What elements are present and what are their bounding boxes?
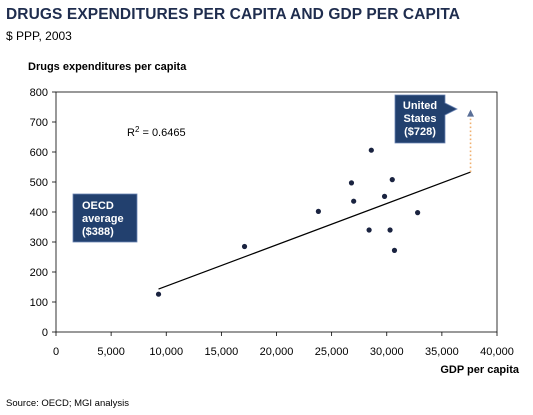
y-axis-label: Drugs expenditures per capita	[28, 61, 187, 73]
x-tick-label: 10,000	[149, 346, 183, 358]
x-axis-label: GDP per capita	[440, 364, 519, 376]
x-tick-label: 35,000	[425, 346, 459, 358]
us-callout-box	[394, 94, 458, 144]
y-tick-label: 100	[30, 297, 48, 309]
us-point-marker	[467, 109, 475, 117]
x-tick-label: 20,000	[260, 346, 294, 358]
y-tick-label: 0	[42, 327, 48, 339]
data-point	[389, 177, 395, 183]
y-tick-label: 500	[30, 177, 48, 189]
y-tick-label: 200	[30, 267, 48, 279]
x-tick-label: 40,000	[480, 346, 514, 358]
chart-subtitle: $ PPP, 2003	[6, 29, 72, 43]
data-point	[366, 227, 372, 233]
us-callout-text: United	[403, 100, 437, 112]
y-tick-label: 800	[30, 87, 48, 99]
data-point	[368, 147, 374, 153]
y-tick-label: 400	[30, 207, 48, 219]
x-tick-label: 25,000	[315, 346, 349, 358]
r-squared-label: R2 = 0.6465	[127, 125, 186, 139]
data-point	[415, 210, 421, 216]
data-point	[315, 208, 321, 214]
oecd-callout-box	[72, 193, 138, 243]
y-tick-label: 300	[30, 237, 48, 249]
x-tick-label: 15,000	[205, 346, 239, 358]
us-callout-text: States	[403, 113, 436, 125]
data-point	[155, 291, 162, 297]
chart-title: DRUGS EXPENDITURES PER CAPITA AND GDP PE…	[6, 6, 461, 23]
data-point	[381, 193, 388, 199]
data-point	[391, 247, 398, 253]
data-point	[351, 198, 357, 204]
trendline	[158, 171, 471, 290]
data-point	[348, 180, 355, 186]
x-tick-label: 5,000	[97, 346, 125, 358]
source-note: Source: OECD; MGI analysis	[6, 398, 130, 409]
y-tick-label: 700	[30, 117, 48, 129]
x-tick-label: 30,000	[370, 346, 404, 358]
data-point	[241, 243, 248, 250]
data-point	[387, 227, 393, 233]
us-callout-text: ($728)	[404, 126, 436, 138]
oecd-callout-text: ($388)	[82, 226, 114, 238]
oecd-callout-text: OECD	[82, 200, 114, 212]
oecd-callout-text: average	[82, 213, 124, 225]
x-tick-label: 0	[53, 346, 59, 358]
y-tick-label: 600	[30, 147, 48, 159]
